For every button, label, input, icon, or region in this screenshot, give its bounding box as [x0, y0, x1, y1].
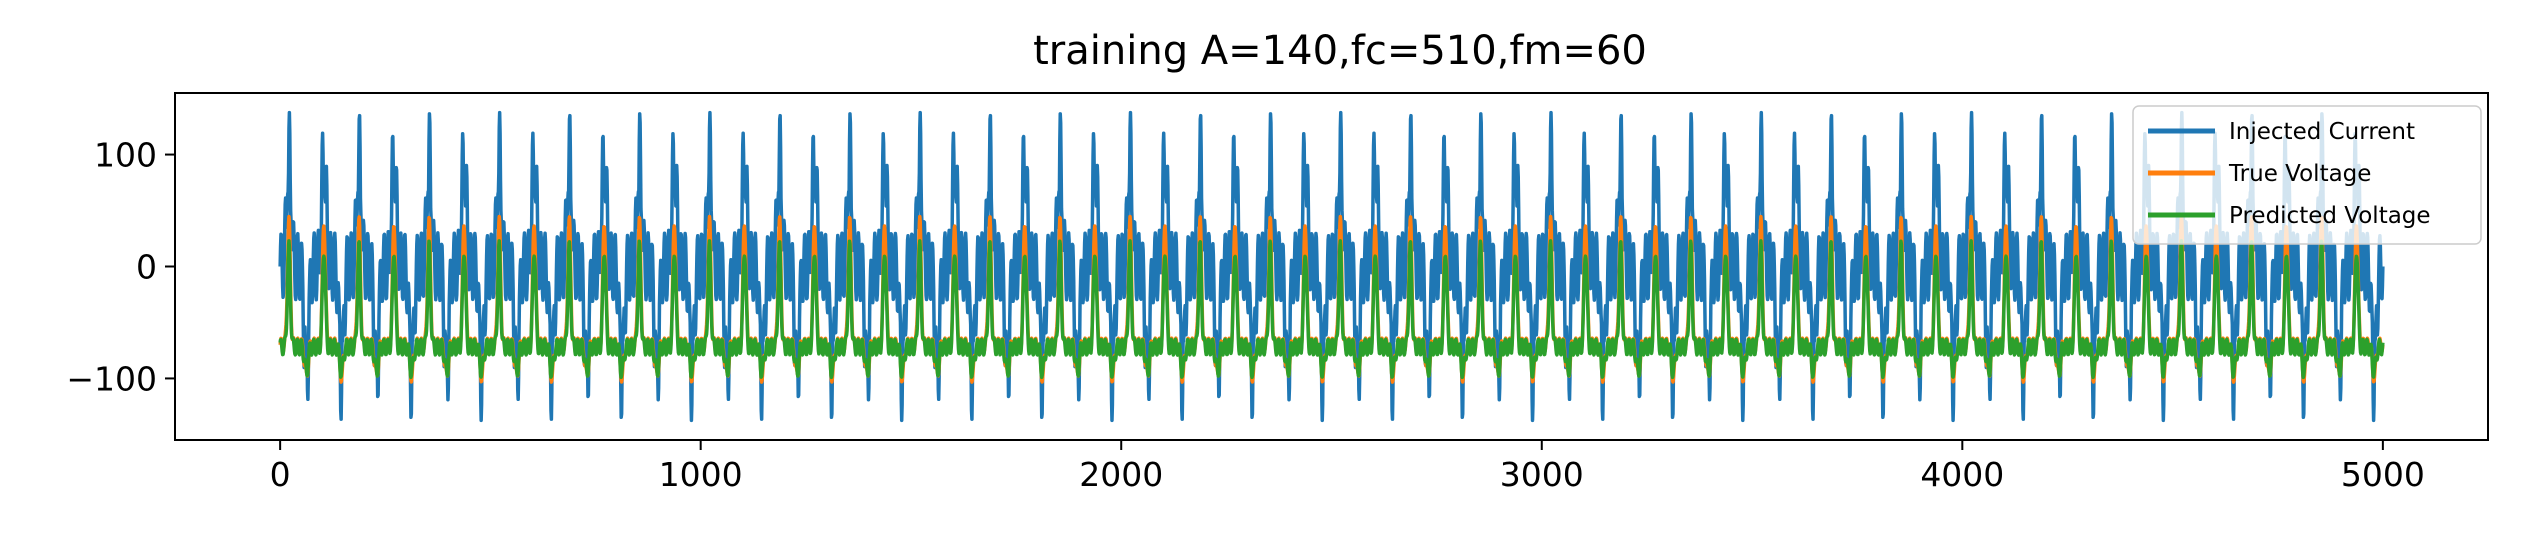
y-tick-label: −100 — [66, 359, 157, 398]
x-tick-label: 2000 — [1079, 455, 1163, 494]
legend-label-true-voltage: True Voltage — [2228, 161, 2371, 187]
y-axis: 100 0 −100 — [66, 136, 175, 398]
series-layer — [278, 110, 2385, 423]
y-tick-label: 0 — [136, 248, 157, 287]
chart-title: training A=140,fc=510,fm=60 — [1033, 28, 1647, 74]
legend-label-predicted-voltage: Predicted Voltage — [2229, 203, 2431, 229]
x-axis: 0 1000 2000 3000 4000 5000 — [270, 440, 2425, 494]
series-line-injected-current — [278, 110, 2385, 423]
x-tick-label: 3000 — [1500, 455, 1584, 494]
legend: Injected Current True Voltage Predicted … — [2132, 105, 2482, 245]
x-tick-label: 5000 — [2341, 455, 2425, 494]
legend-box — [2132, 105, 2482, 245]
y-tick-label: 100 — [94, 136, 157, 175]
x-tick-label: 0 — [270, 455, 291, 494]
x-tick-label: 1000 — [659, 455, 743, 494]
series-line-predicted-voltage — [278, 239, 2385, 380]
x-tick-label: 4000 — [1920, 455, 2004, 494]
legend-label-injected-current: Injected Current — [2229, 119, 2415, 145]
